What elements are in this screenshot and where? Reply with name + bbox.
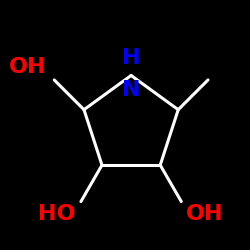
Text: HO: HO <box>38 204 76 224</box>
Text: OH: OH <box>9 58 47 78</box>
Text: H: H <box>122 48 140 68</box>
Text: OH: OH <box>186 204 224 224</box>
Text: N: N <box>122 80 140 100</box>
